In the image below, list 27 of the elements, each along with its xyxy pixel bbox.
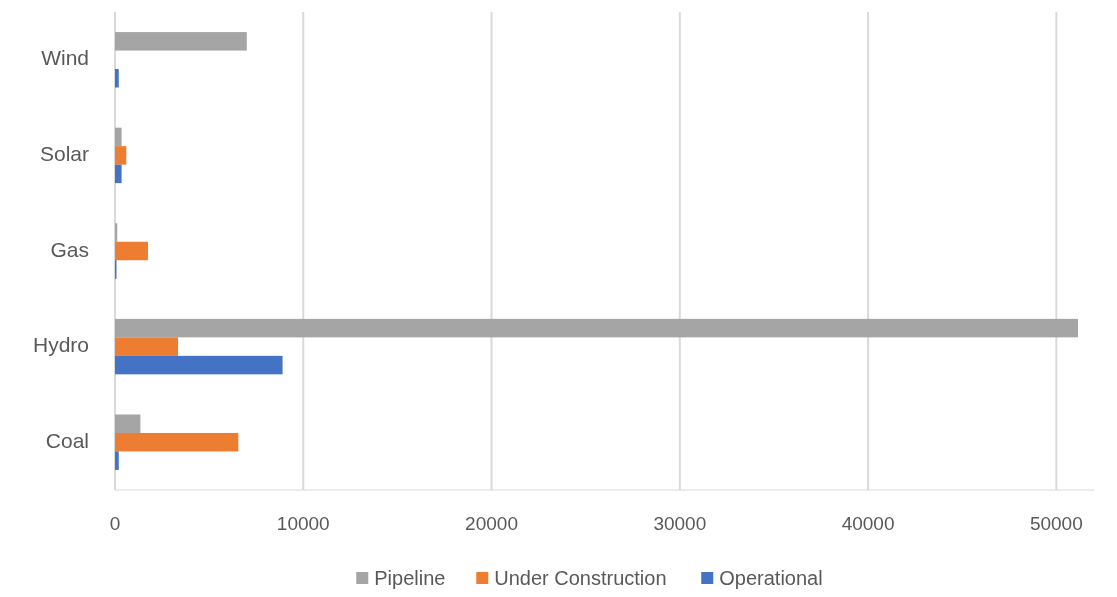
bar [115,164,122,184]
x-tick-label: 0 [109,513,121,534]
y-tick-label: Gas [50,237,89,261]
x-tick-label: 50000 [1029,513,1083,534]
legend-label: Under Construction [494,567,667,589]
x-tick-label: 30000 [653,513,707,534]
bar [115,432,239,452]
legend-label: Pipeline [374,567,446,589]
x-tick-label: 20000 [465,513,518,534]
bar [115,241,148,261]
bar [115,451,119,470]
legend-label: Operational [719,567,823,589]
y-tick-label: Wind [41,46,89,70]
bar [115,223,118,242]
y-tick-label: Coal [45,428,89,452]
bar [115,127,122,147]
bar [115,414,141,433]
bar [115,318,1078,338]
bar [115,146,127,165]
bar [115,355,283,375]
y-tick-label: Solar [39,141,89,165]
bar [115,32,247,51]
bar [115,337,179,356]
x-tick-label: 10000 [276,513,330,534]
x-tick-label: 40000 [841,513,895,534]
bar [115,69,119,88]
y-tick-label: Hydro [32,333,89,357]
